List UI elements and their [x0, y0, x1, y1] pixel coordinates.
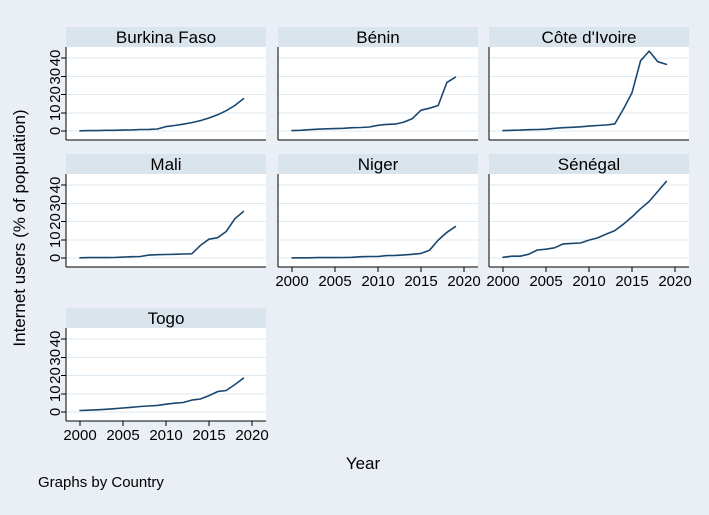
y-tick-label: 40	[47, 50, 64, 67]
x-tick-label: 2020	[235, 427, 268, 444]
panel-title: Togo	[148, 309, 185, 328]
plot-area	[489, 47, 689, 140]
panel-header	[489, 154, 689, 174]
plot-area	[66, 47, 266, 140]
data-line	[502, 180, 668, 259]
panel-title: Niger	[358, 155, 399, 174]
x-tick-label: 2005	[318, 273, 351, 290]
y-tick-label: 30	[47, 195, 64, 212]
plot-area	[66, 174, 266, 267]
panel-header	[66, 154, 266, 174]
y-tick-label: 0	[47, 127, 64, 135]
data-line	[79, 97, 245, 132]
x-tick-label: 2000	[63, 427, 96, 444]
x-tick-label: 2005	[529, 273, 562, 290]
y-tick-label: 10	[47, 385, 64, 402]
y-tick-label: 20	[47, 213, 64, 230]
plot-area	[489, 174, 689, 267]
panel-title: Burkina Faso	[116, 28, 216, 47]
x-tick-label: 2020	[658, 273, 691, 290]
x-axis-title: Year	[345, 454, 381, 473]
panel-header	[66, 27, 266, 47]
y-tick-label: 0	[47, 408, 64, 416]
y-tick-label: 20	[47, 86, 64, 103]
panel-header	[489, 27, 689, 47]
facet-panel: Côte d'Ivoire	[488, 27, 689, 141]
panel-title: Mali	[150, 155, 181, 174]
y-tick-label: 20	[47, 367, 64, 384]
panel-header	[278, 154, 478, 174]
x-tick-label: 2010	[149, 427, 182, 444]
y-tick-label: 40	[47, 177, 64, 194]
x-tick-label: 2015	[404, 273, 437, 290]
panel-header	[278, 27, 478, 47]
x-tick-label: 2010	[572, 273, 605, 290]
data-line	[291, 76, 457, 132]
facet-panel: Sénégal 2000 2005 2010 2015 2020	[486, 154, 692, 290]
data-line	[291, 225, 457, 259]
x-tick-label: 2015	[192, 427, 225, 444]
x-tick-label: 2000	[275, 273, 308, 290]
y-tick-label: 40	[47, 331, 64, 348]
y-tick-label: 10	[47, 104, 64, 121]
x-tick-label: 2020	[447, 273, 480, 290]
facet-panel: Niger 2000 2005 2010 2015 2020	[275, 154, 481, 290]
panel-title: Côte d'Ivoire	[542, 28, 637, 47]
y-tick-label: 10	[47, 231, 64, 248]
graphs-by-note: Graphs by Country	[38, 474, 164, 491]
data-line	[502, 50, 668, 132]
data-line	[79, 377, 245, 412]
x-tick-label: 2010	[361, 273, 394, 290]
y-tick-label: 30	[47, 68, 64, 85]
plot-area	[66, 328, 266, 421]
facet-panel: Bénin	[277, 27, 478, 141]
panel-title: Bénin	[356, 28, 399, 47]
data-line	[79, 210, 245, 259]
panel-header	[66, 308, 266, 328]
y-tick-label: 30	[47, 349, 64, 366]
x-tick-label: 2000	[486, 273, 519, 290]
x-tick-label: 2005	[106, 427, 139, 444]
y-tick-label: 0	[47, 254, 64, 262]
x-tick-label: 2015	[615, 273, 648, 290]
plot-area	[278, 174, 478, 267]
panel-title: Sénégal	[558, 155, 620, 174]
